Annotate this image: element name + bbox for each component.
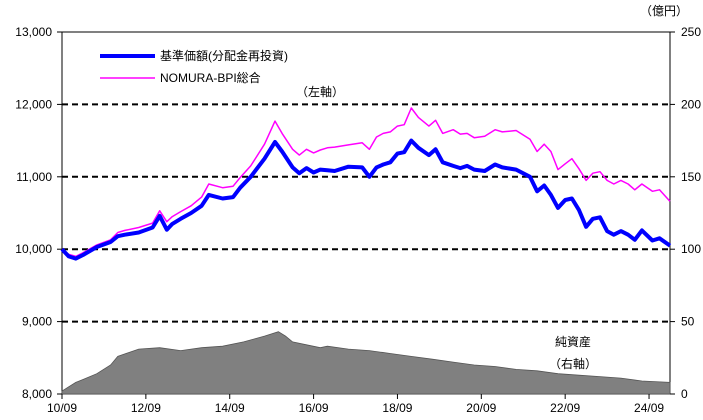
area-label-line1: 純資産 — [555, 334, 591, 349]
x-tick-label: 16/09 — [299, 401, 329, 415]
x-tick-label: 18/09 — [382, 401, 412, 415]
left-tick-label: 11,000 — [16, 170, 52, 184]
left-tick-label: 10,000 — [15, 242, 52, 256]
legend: 基準価額(分配金再投資) NOMURA-BPI総合 — [100, 48, 288, 85]
right-tick-label: 0 — [681, 387, 688, 401]
left-tick-label: 12,000 — [15, 97, 52, 111]
left-y-ticks: 8,000 9,000 10,000 11,000 12,000 13,000 — [15, 25, 62, 401]
lines-layer — [60, 107, 672, 261]
area-layer — [61, 331, 671, 395]
left-axis-annotation: （左軸） — [296, 84, 344, 99]
x-tick-label: 22/09 — [550, 401, 580, 415]
legend-label-bpi: NOMURA-BPI総合 — [160, 70, 261, 85]
x-tick-label: 10/09 — [47, 401, 77, 415]
x-ticks: 10/09 12/09 14/09 16/09 18/09 20/09 22/09 24/09 — [47, 394, 664, 415]
area-label-line2: （右軸） — [549, 356, 597, 371]
series-line-bpi — [61, 107, 671, 258]
left-tick-label: 9,000 — [22, 315, 52, 329]
legend-label-nav: 基準価額(分配金再投資) — [160, 48, 288, 63]
right-tick-label: 150 — [681, 170, 701, 184]
right-tick-label: 50 — [681, 315, 695, 329]
right-axis-unit: （億円） — [640, 4, 688, 18]
series-area-net-assets — [61, 331, 671, 395]
x-tick-label: 20/09 — [466, 401, 496, 415]
right-tick-label: 250 — [681, 25, 701, 39]
x-tick-label: 12/09 — [131, 401, 161, 415]
x-tick-label: 14/09 — [215, 401, 245, 415]
right-y-ticks: 0 50 100 150 200 250 — [670, 25, 701, 401]
left-tick-label: 13,000 — [15, 25, 52, 39]
right-tick-label: 200 — [681, 97, 701, 111]
grid — [62, 103, 670, 323]
x-tick-label: 24/09 — [634, 401, 664, 415]
left-tick-label: 8,000 — [22, 387, 52, 401]
right-tick-label: 100 — [681, 242, 701, 256]
series-line-nav — [60, 138, 672, 261]
